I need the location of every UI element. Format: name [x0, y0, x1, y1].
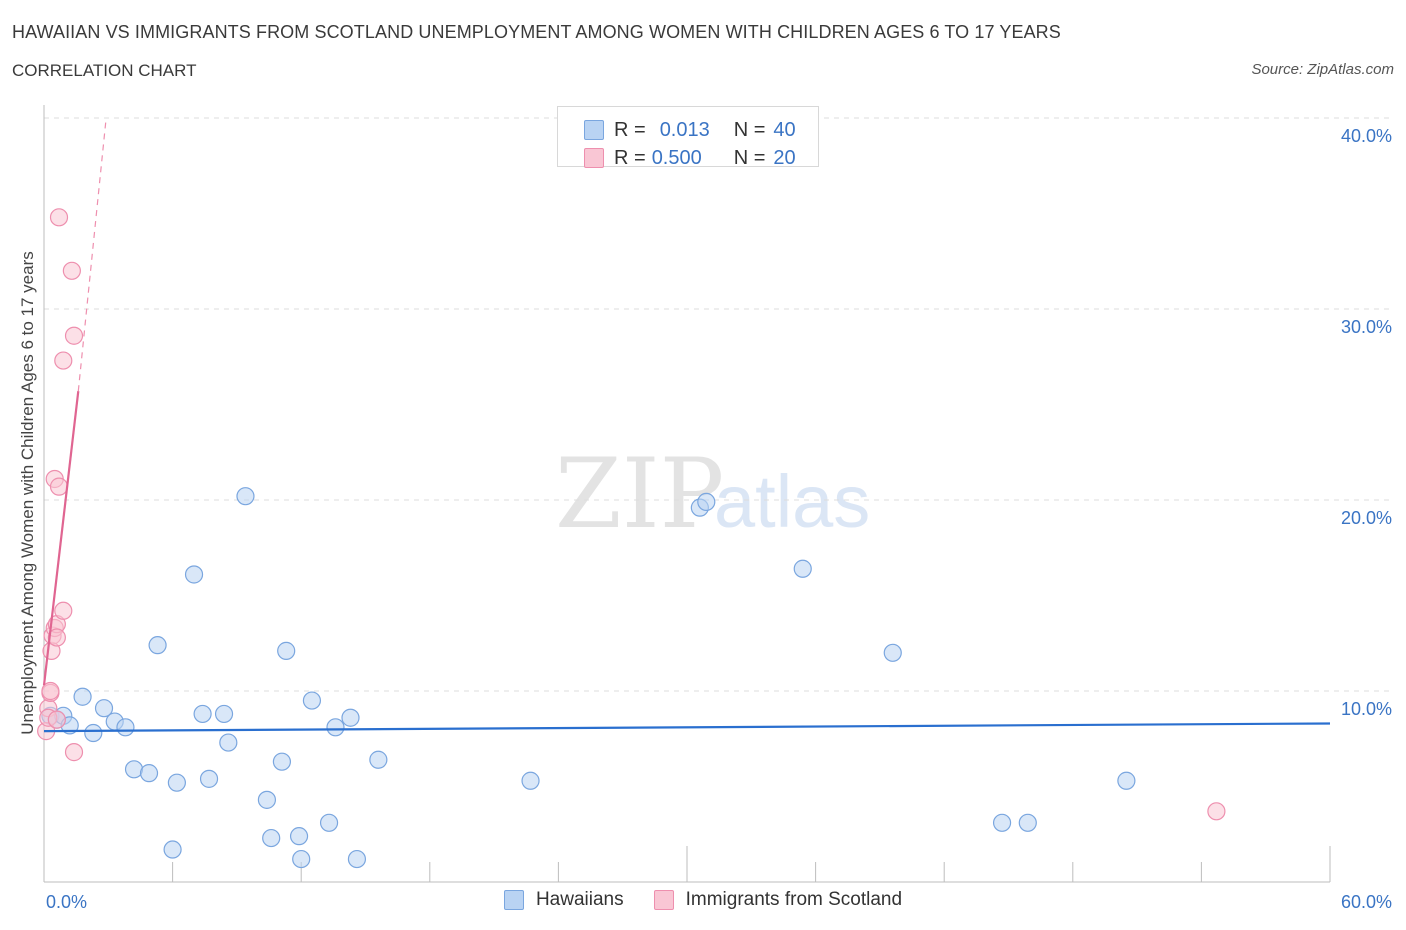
hawaiians-point — [793, 559, 812, 578]
hawaiians-point — [289, 827, 309, 846]
hawaiians-point — [272, 752, 292, 771]
legend-label-scotland: Immigrants from Scotland — [685, 889, 903, 910]
chart-subtitle: CORRELATION CHART — [12, 61, 197, 80]
legend-row-scotland: R = 0.500 N = 20 — [558, 144, 796, 172]
scotland-point — [54, 351, 73, 370]
hawaiians-point — [148, 636, 167, 655]
hawaiians-point — [521, 771, 540, 790]
hawaiians-point — [124, 760, 144, 779]
scotland-point — [47, 628, 66, 647]
legend-item-hawaiians: Hawaiians — [503, 889, 624, 911]
hawaiians-point — [1018, 813, 1037, 832]
n-value: 40 — [773, 118, 796, 141]
scotland-trendline-extension — [77, 117, 107, 392]
hawaiians-point — [73, 687, 92, 706]
r-label: R = — [614, 118, 646, 141]
chart-title: HAWAIIAN VS IMMIGRANTS FROM SCOTLAND UNE… — [12, 22, 1061, 42]
legend-item-scotland: Immigrants from Scotland — [653, 889, 903, 911]
hawaiians-point — [347, 849, 367, 869]
hawaiians-point — [94, 699, 114, 718]
y-tick-label: 40.0% — [1341, 126, 1392, 146]
hawaiians-swatch — [584, 120, 604, 140]
hawaiians-legend-swatch — [503, 890, 524, 910]
x-tick-label: 60.0% — [1341, 892, 1392, 912]
scotland-trendline — [42, 391, 80, 686]
hawaiians-point — [992, 813, 1012, 832]
hawaiians-point — [219, 733, 238, 752]
hawaiians-point — [116, 718, 135, 737]
hawaiians-point — [257, 790, 277, 809]
legend-row-hawaiians: R = 0.013 N = 40 — [558, 116, 796, 144]
n-label: N = — [733, 146, 766, 169]
hawaiians-point — [262, 828, 281, 848]
hawaiians-point — [883, 643, 902, 662]
r-value: 0.013 — [659, 118, 710, 141]
y-tick-label: 20.0% — [1341, 508, 1392, 528]
correlation-legend: R = 0.013 N = 40 R = 0.500 N = 20 — [557, 106, 819, 169]
n-value: 20 — [773, 146, 796, 169]
scotland-point — [49, 477, 69, 496]
n-label: N = — [733, 118, 766, 141]
hawaiians-point — [369, 750, 388, 769]
hawaiians-point — [163, 840, 182, 859]
scotland-point — [41, 681, 60, 701]
hawaiians-point — [697, 492, 716, 512]
hawaiians-point — [292, 849, 311, 869]
hawaiians-point — [193, 704, 212, 724]
watermark-atlas: atlas — [714, 460, 870, 543]
scotland-point — [47, 710, 66, 729]
hawaiians-point — [319, 813, 339, 832]
hawaiians-point — [139, 764, 159, 783]
scotland-point — [49, 208, 69, 227]
hawaiians-point — [184, 565, 204, 584]
scotland-legend-swatch — [653, 890, 674, 910]
r-label: R = — [614, 146, 646, 169]
watermark-zip: ZIP — [555, 438, 724, 550]
hawaiians-point — [1117, 771, 1136, 790]
hawaiians-point — [302, 691, 322, 710]
hawaiians-point — [236, 487, 255, 506]
scotland-point — [54, 601, 73, 620]
hawaiians-point — [341, 708, 360, 727]
scotland-swatch — [584, 148, 604, 168]
x-tick-label: 0.0% — [46, 892, 87, 912]
scotland-point — [64, 743, 84, 762]
legend-label-hawaiians: Hawaiians — [535, 889, 624, 910]
source-credit: Source: ZipAtlas.com — [1251, 61, 1394, 78]
hawaiians-point — [214, 704, 234, 724]
y-tick-label: 30.0% — [1341, 317, 1392, 337]
scotland-point — [62, 261, 81, 280]
scotland-point — [1207, 802, 1226, 821]
r-value: 0.500 — [651, 146, 702, 169]
hawaiians-trendline — [43, 722, 1331, 733]
hawaiians-point — [199, 769, 219, 788]
series-legend: Hawaiians Immigrants from Scotland — [0, 889, 1406, 911]
hawaiians-point — [326, 718, 345, 737]
hawaiians-point — [277, 641, 296, 660]
scotland-point — [64, 326, 84, 345]
hawaiians-point — [84, 723, 103, 743]
hawaiians-point — [167, 773, 186, 792]
y-tick-label: 10.0% — [1341, 699, 1392, 719]
